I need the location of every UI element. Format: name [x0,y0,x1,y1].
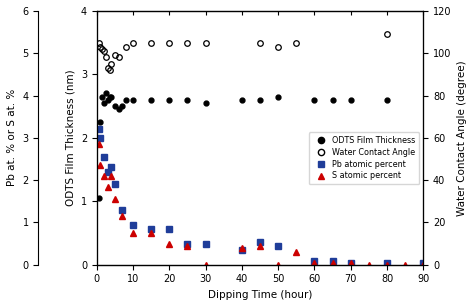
X-axis label: Dipping Time (hour): Dipping Time (hour) [208,290,312,300]
Legend: ODTS Film Thickness, Water Contact Angle, Pb atomic percent, S atomic percent: ODTS Film Thickness, Water Contact Angle… [309,132,419,185]
Y-axis label: ODTS Film Thickness (nm): ODTS Film Thickness (nm) [65,70,75,206]
Y-axis label: Pb at. % or S at. %: Pb at. % or S at. % [7,89,17,186]
Y-axis label: Water Contact Angle (degree): Water Contact Angle (degree) [457,60,467,216]
